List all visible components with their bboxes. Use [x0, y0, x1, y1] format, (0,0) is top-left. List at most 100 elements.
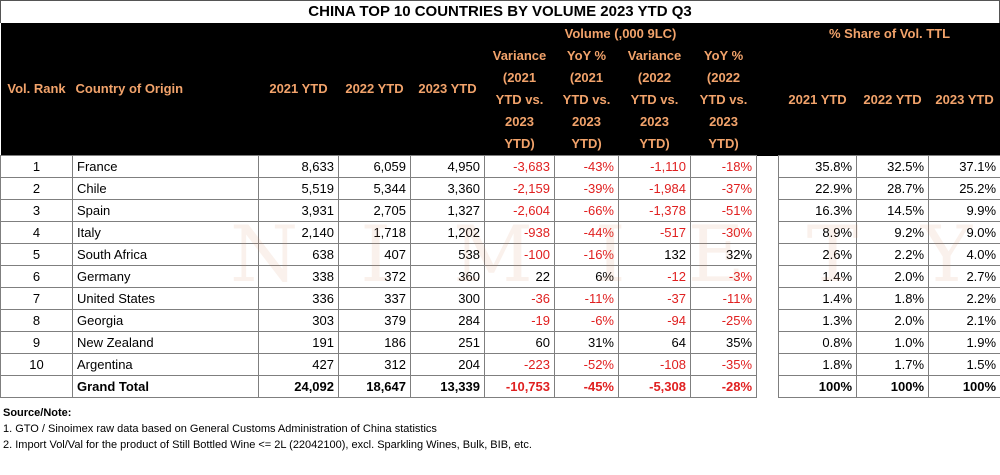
v2021-cell: 3,931 — [258, 199, 339, 222]
var21-cell: -2,604 — [484, 199, 555, 222]
yoy21-cell: -16% — [554, 243, 619, 266]
source-notes: Source/Note: 1. GTO / Sinoimex raw data … — [3, 405, 532, 453]
y2021-header: 2021 YTD — [258, 23, 339, 156]
s2022-cell: 9.2% — [856, 221, 930, 244]
var21-cell: -223 — [484, 353, 555, 376]
s2021-cell: 8.9% — [778, 221, 858, 244]
v2022-cell: 2,705 — [338, 199, 411, 222]
yoy22-cell: -30% — [689, 221, 758, 244]
var22-cell: -108 — [618, 353, 691, 376]
s2021-cell: 1.4% — [778, 287, 858, 310]
header-line: YoY % — [703, 48, 744, 63]
var22-cell: -1,378 — [618, 199, 691, 222]
notes-heading: Source/Note: — [3, 407, 72, 419]
gap-cell — [756, 287, 780, 310]
var21-cell: -2,159 — [484, 177, 555, 200]
v2022-total-cell: 18,647 — [338, 375, 411, 398]
country-cell: Chile — [72, 177, 259, 200]
v2021-cell: 638 — [258, 243, 339, 266]
table-row: 6 Germany 338 372 360 22 6% -12 -3% 1.4% 2.0% 2.7% — [0, 265, 1000, 288]
v2022-cell: 379 — [338, 309, 411, 332]
gap-cell — [756, 331, 780, 354]
rank-cell: 8 — [0, 309, 73, 332]
var22-cell: -94 — [618, 309, 691, 332]
var22-cell: 132 — [618, 243, 691, 266]
yoy22-cell: -3% — [689, 265, 758, 288]
header-line: YTD vs. — [495, 92, 544, 107]
data-table: Vol. Rank Country of Origin 2021 YTD 202… — [0, 23, 1000, 398]
s2022-cell: 1.8% — [856, 287, 930, 310]
header-line: YTD) — [571, 136, 602, 151]
header-line: YTD) — [708, 136, 739, 151]
yoy22-total-cell: -28% — [689, 375, 758, 398]
rank-cell: 6 — [0, 265, 73, 288]
var21-total-cell: -10,753 — [484, 375, 555, 398]
gap-cell — [756, 243, 780, 266]
table-row: 3 Spain 3,931 2,705 1,327 -2,604 -66% -1,378 -51… — [0, 199, 1000, 222]
gap-cell — [756, 155, 780, 178]
v2023-total-cell: 13,339 — [410, 375, 485, 398]
v2021-cell: 191 — [258, 331, 339, 354]
v2021-cell: 2,140 — [258, 221, 339, 244]
header-line: Variance — [627, 48, 682, 63]
rank-header: Vol. Rank — [0, 23, 73, 156]
yoy22-header: YoY % (2022 YTD vs. 2023 YTD) — [690, 45, 757, 156]
yoy21-total-cell: -45% — [554, 375, 619, 398]
yoy22-cell: 35% — [689, 331, 758, 354]
v2023-cell: 1,202 — [410, 221, 485, 244]
rank-cell: 1 — [0, 155, 73, 178]
yoy21-cell: -66% — [554, 199, 619, 222]
header-line: (2021 — [502, 70, 537, 85]
s2023-cell: 4.0% — [928, 243, 1000, 266]
s2023-cell: 37.1% — [928, 155, 1000, 178]
v2022-cell: 186 — [338, 331, 411, 354]
gap-cell — [756, 199, 780, 222]
var22-cell: -517 — [618, 221, 691, 244]
v2021-total-cell: 24,092 — [258, 375, 339, 398]
header-line: YTD vs. — [699, 92, 748, 107]
v2022-cell: 312 — [338, 353, 411, 376]
rank-cell: 4 — [0, 221, 73, 244]
var21-cell: -3,683 — [484, 155, 555, 178]
s2023-cell: 25.2% — [928, 177, 1000, 200]
v2023-cell: 3,360 — [410, 177, 485, 200]
s2022-cell: 28.7% — [856, 177, 930, 200]
v2023-cell: 4,950 — [410, 155, 485, 178]
s2021-cell: 1.3% — [778, 309, 858, 332]
header-line: (2022 — [637, 70, 672, 85]
rank-cell: 3 — [0, 199, 73, 222]
header-line: (2022 — [706, 70, 741, 85]
v2021-cell: 8,633 — [258, 155, 339, 178]
s2023-total-cell: 100% — [928, 375, 1000, 398]
v2021-cell: 336 — [258, 287, 339, 310]
total-label-cell: Grand Total — [72, 375, 259, 398]
yoy22-cell: -35% — [689, 353, 758, 376]
yoy22-cell: -11% — [689, 287, 758, 310]
var21-cell: -19 — [484, 309, 555, 332]
y2023-header: 2023 YTD — [410, 23, 485, 156]
volume-group-header: Volume (,000 9LC) — [484, 23, 757, 45]
var22-cell: -1,110 — [618, 155, 691, 178]
s2023-cell: 9.9% — [928, 199, 1000, 222]
gap-cell — [756, 353, 780, 376]
s2023-cell: 2.1% — [928, 309, 1000, 332]
s2021-header: 2021 YTD — [778, 45, 857, 156]
note-line-1: 1. GTO / Sinoimex raw data based on Gene… — [3, 423, 437, 435]
gap-cell — [756, 177, 780, 200]
header-line: (2021 — [569, 70, 604, 85]
country-cell: United States — [72, 287, 259, 310]
v2023-cell: 300 — [410, 287, 485, 310]
s2022-cell: 32.5% — [856, 155, 930, 178]
v2022-cell: 1,718 — [338, 221, 411, 244]
country-header: Country of Origin — [72, 23, 259, 156]
s2023-cell: 1.5% — [928, 353, 1000, 376]
var22-cell: -12 — [618, 265, 691, 288]
table-row: 5 South Africa 638 407 538 -100 -16% 132 32% 2.6%… — [0, 243, 1000, 266]
var21-cell: 22 — [484, 265, 555, 288]
s2021-cell: 35.8% — [778, 155, 858, 178]
v2023-cell: 251 — [410, 331, 485, 354]
table-row: 7 United States 336 337 300 -36 -11% -37 -11% 1.4… — [0, 287, 1000, 310]
yoy21-cell: -39% — [554, 177, 619, 200]
header-line: 2023 — [572, 114, 601, 129]
var21-cell: 60 — [484, 331, 555, 354]
